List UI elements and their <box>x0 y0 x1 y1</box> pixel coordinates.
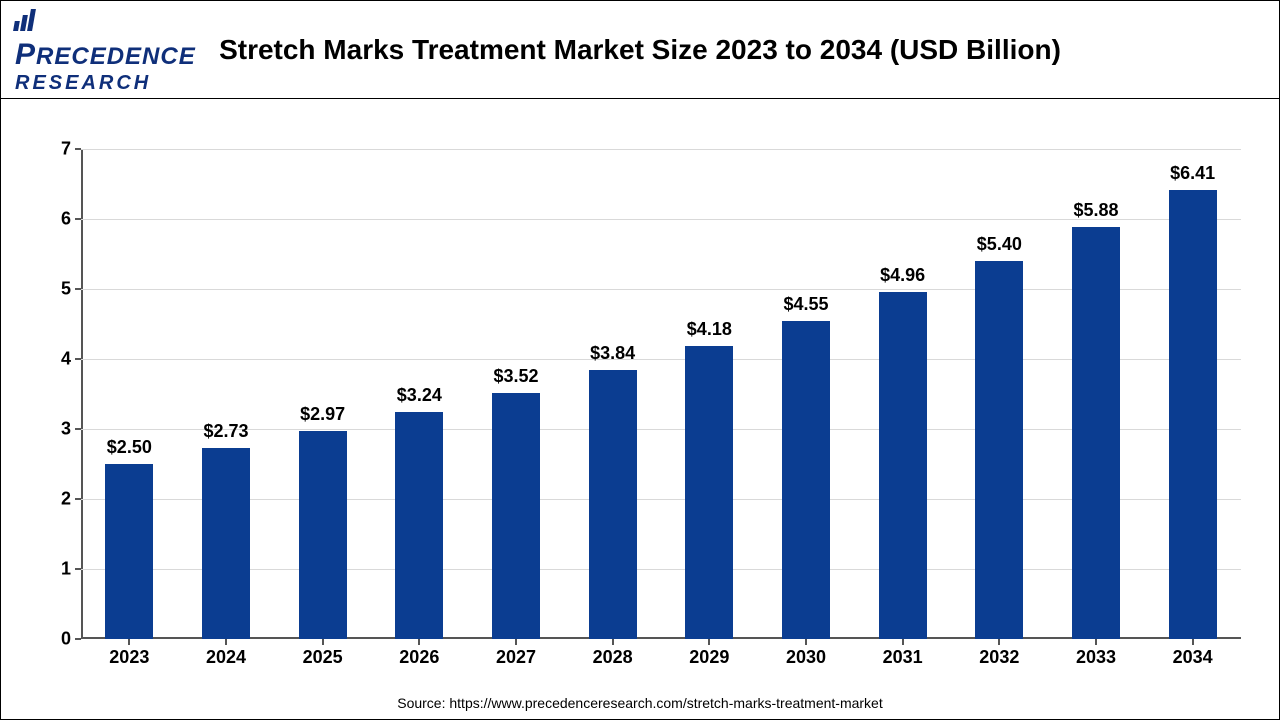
x-tick-mark <box>1095 639 1097 645</box>
x-tick-label: 2025 <box>273 647 373 668</box>
y-axis <box>81 149 83 639</box>
y-tick-mark <box>75 288 81 290</box>
x-tick-label: 2024 <box>176 647 276 668</box>
y-tick-mark <box>75 358 81 360</box>
y-tick-label: 0 <box>31 629 71 650</box>
x-tick-label: 2032 <box>949 647 1049 668</box>
bar-value-label: $3.84 <box>563 343 663 364</box>
brand-logo: PRECEDENCE RESEARCH <box>15 9 195 89</box>
x-tick-label: 2030 <box>756 647 856 668</box>
x-tick-label: 2031 <box>853 647 953 668</box>
x-tick-mark <box>805 639 807 645</box>
x-tick-mark <box>322 639 324 645</box>
y-tick-mark <box>75 218 81 220</box>
y-tick-mark <box>75 498 81 500</box>
gridline <box>81 569 1241 570</box>
bar-value-label: $2.97 <box>273 404 373 425</box>
source-text: Source: https://www.precedenceresearch.c… <box>1 695 1279 711</box>
bar-value-label: $4.96 <box>853 265 953 286</box>
bar-value-label: $2.73 <box>176 421 276 442</box>
bar-value-label: $5.40 <box>949 234 1049 255</box>
y-tick-label: 3 <box>31 419 71 440</box>
y-tick-mark <box>75 148 81 150</box>
y-tick-mark <box>75 638 81 640</box>
bar-value-label: $4.55 <box>756 294 856 315</box>
y-tick-label: 6 <box>31 209 71 230</box>
bar <box>395 412 443 639</box>
bar <box>299 431 347 639</box>
chart-area: 0 1 2 3 4 5 6 7 $2.50 2023 $2.73 2024 $2.97 2025 $3.24… <box>1 99 1279 721</box>
bar <box>685 346 733 639</box>
x-tick-mark <box>515 639 517 645</box>
x-tick-mark <box>225 639 227 645</box>
bar-value-label: $3.52 <box>466 366 566 387</box>
y-tick-label: 1 <box>31 559 71 580</box>
x-tick-mark <box>998 639 1000 645</box>
bar-value-label: $3.24 <box>369 385 469 406</box>
x-tick-mark <box>902 639 904 645</box>
bar-value-label: $6.41 <box>1143 163 1243 184</box>
gridline <box>81 499 1241 500</box>
gridline <box>81 149 1241 150</box>
x-tick-mark <box>128 639 130 645</box>
x-tick-mark <box>612 639 614 645</box>
plot-area: 01234567$2.502023$2.732024$2.972025$3.24… <box>81 149 1241 639</box>
x-tick-label: 2026 <box>369 647 469 668</box>
bar <box>879 292 927 639</box>
bar <box>202 448 250 639</box>
y-tick-label: 4 <box>31 349 71 370</box>
x-tick-mark <box>418 639 420 645</box>
bar <box>105 464 153 639</box>
y-tick-mark <box>75 428 81 430</box>
x-tick-label: 2027 <box>466 647 566 668</box>
logo-bars-icon <box>13 9 36 31</box>
y-tick-label: 2 <box>31 489 71 510</box>
bar-value-label: $2.50 <box>79 437 179 458</box>
bar <box>1169 190 1217 639</box>
bar-value-label: $4.18 <box>659 319 759 340</box>
gridline <box>81 289 1241 290</box>
brand-line2: RESEARCH <box>15 72 195 95</box>
chart-title: Stretch Marks Treatment Market Size 2023… <box>219 34 1061 66</box>
x-tick-mark <box>1192 639 1194 645</box>
brand-line1: PRECEDENCE <box>15 9 195 72</box>
chart-container: PRECEDENCE RESEARCH Stretch Marks Treatm… <box>0 0 1280 720</box>
header: PRECEDENCE RESEARCH Stretch Marks Treatm… <box>1 1 1279 99</box>
bar <box>589 370 637 639</box>
bar <box>1072 227 1120 639</box>
bar <box>782 321 830 640</box>
y-tick-label: 7 <box>31 139 71 160</box>
x-tick-label: 2034 <box>1143 647 1243 668</box>
bar <box>975 261 1023 639</box>
bar-value-label: $5.88 <box>1046 200 1146 221</box>
x-axis <box>81 637 1241 639</box>
x-tick-label: 2033 <box>1046 647 1146 668</box>
y-tick-mark <box>75 568 81 570</box>
x-tick-label: 2028 <box>563 647 663 668</box>
x-tick-label: 2023 <box>79 647 179 668</box>
brand-line1-text: RECEDENCE <box>36 43 196 70</box>
x-tick-mark <box>708 639 710 645</box>
y-tick-label: 5 <box>31 279 71 300</box>
bar <box>492 393 540 639</box>
x-tick-label: 2029 <box>659 647 759 668</box>
